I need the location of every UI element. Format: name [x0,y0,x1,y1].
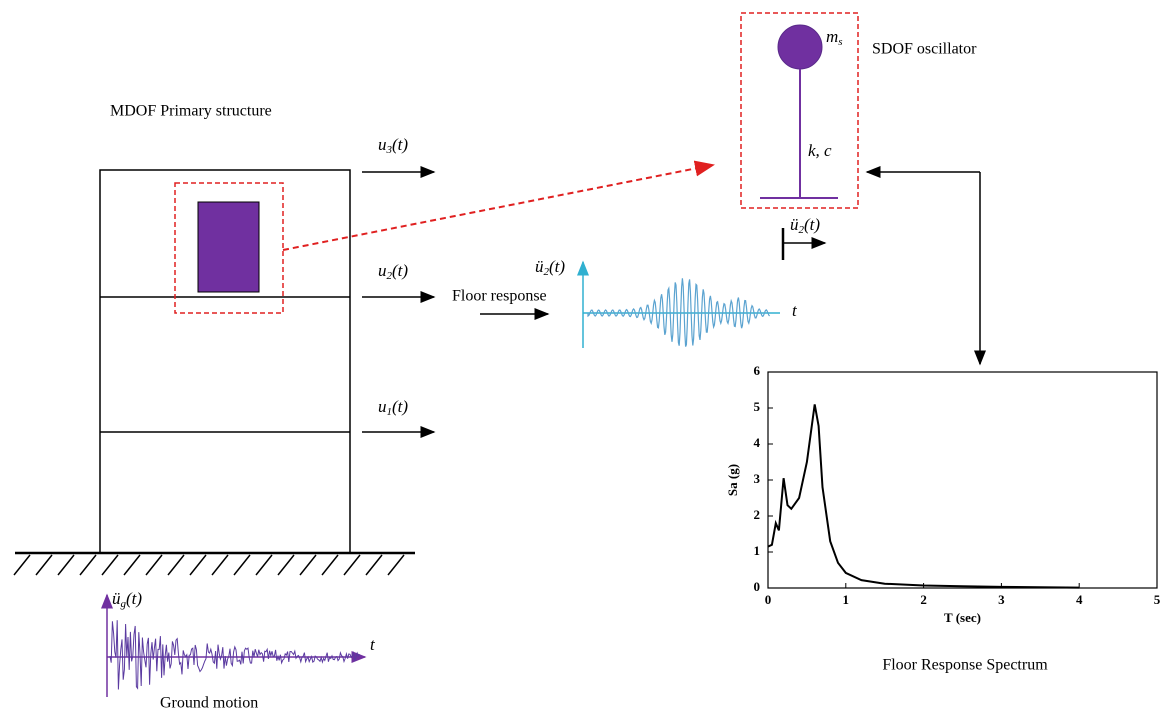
y-tick-label: 3 [754,471,761,486]
ground-hatch [233,554,251,576]
spring-label: k, c [808,141,832,160]
spectrum-chart: 0 1 2 3 4 5 0 1 2 3 4 5 6 T (sec) Sa (g) Floor Response… [725,363,1161,674]
ground-hatch [13,554,31,576]
ground-hatch [57,554,75,576]
highlight-box [174,182,284,314]
x-tick-label: 0 [765,592,772,607]
structure-title: MDOF Primary structure [110,103,272,120]
ground-hatch [167,554,185,576]
ground-hatch [123,554,141,576]
oscillator-title: SDOF oscillator [872,41,977,58]
ground-hatch [255,554,273,576]
spectrum-line [767,404,1080,589]
time-label: t [792,301,798,320]
building [13,169,415,576]
ground-hatch [387,554,405,576]
secondary-mass [197,201,260,293]
y-tick-label: 4 [754,435,761,450]
ground-hatch [299,554,317,576]
ground-hatch [343,554,361,576]
x-tick-label: 1 [843,592,850,607]
ground-hatch [211,554,229,576]
floor-waveform [587,278,771,347]
y-axis-label: Sa (g) [725,464,740,496]
ground-hatch [79,554,97,576]
floor-label: u1(t) [378,397,408,418]
y-tick-label: 6 [754,363,761,378]
ground-hatch [35,554,53,576]
ground-hatch [145,554,163,576]
y-tick-label: 0 [754,579,761,594]
zoom-arrow [282,160,715,251]
x-axis-label: T (sec) [944,610,981,625]
floor-arrows [362,166,436,438]
plot-frame [767,371,1158,589]
time-label: t [370,635,376,654]
mass-label: ms [826,27,843,48]
oscillator-box [740,12,859,209]
ground-waveform [109,620,361,690]
y-tick-label: 1 [754,543,761,558]
floor-label: u3(t) [378,135,408,156]
floor-signal-label: ü2(t) [535,257,565,278]
x-tick-label: 5 [1154,592,1161,607]
y-tick-label: 2 [754,507,761,522]
ground-hatch [101,554,119,576]
x-tick-label: 4 [1076,592,1083,607]
oscillator-mass [777,24,823,70]
chart-title: Floor Response Spectrum [882,657,1048,674]
floor-label: u2(t) [378,261,408,282]
input-label: ü2(t) [790,215,820,236]
y-tick-label: 5 [754,399,761,414]
ground-hatch [321,554,339,576]
floor-caption: Floor response [452,288,547,305]
ground-hatch [189,554,207,576]
ground-hatch [365,554,383,576]
x-tick-label: 3 [998,592,1005,607]
ground-caption: Ground motion [160,695,258,712]
x-tick-label: 2 [920,592,927,607]
ground-hatch [277,554,295,576]
ground-label: üg(t) [112,589,142,610]
